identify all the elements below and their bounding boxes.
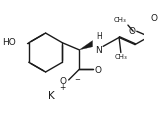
Text: HO: HO — [3, 38, 16, 47]
Text: CH₃: CH₃ — [113, 17, 126, 23]
Text: O: O — [129, 27, 136, 36]
Text: K: K — [48, 90, 55, 100]
Text: O: O — [60, 77, 67, 86]
Text: H: H — [96, 32, 102, 41]
Text: CH₃: CH₃ — [115, 53, 127, 59]
Text: +: + — [59, 82, 65, 91]
Text: O: O — [94, 65, 101, 74]
Text: −: − — [74, 76, 80, 82]
Text: O: O — [151, 13, 158, 22]
Polygon shape — [79, 41, 93, 50]
Text: N: N — [95, 45, 102, 54]
